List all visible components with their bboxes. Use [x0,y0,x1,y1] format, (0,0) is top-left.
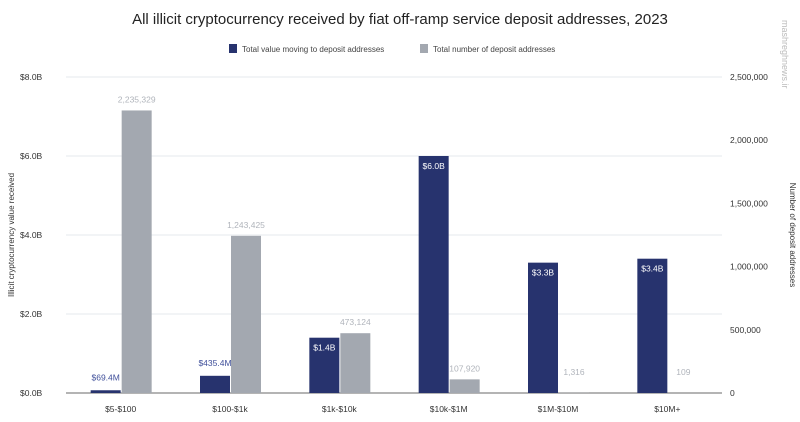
x-tick-label: $10M+ [654,404,680,414]
y-tick-label: $4.0B [20,230,43,240]
legend-label-count: Total number of deposit addresses [433,45,555,54]
data-label-value: $1.4B [313,343,336,353]
y-tick-label: $8.0B [20,72,43,82]
data-label-count: 107,920 [449,363,480,373]
bar-value [200,375,230,393]
bar-value [309,337,340,393]
y-tick-label: $2.0B [20,309,43,319]
y2-tick-label: 1,000,000 [730,262,768,272]
y2-tick-label: 0 [730,388,735,398]
bar-value [528,262,558,393]
x-tick-label: $1k-$10k [322,404,358,414]
data-label-value: $435.4M [198,358,231,368]
bar-value [90,390,121,393]
x-tick-label: $10k-$1M [430,404,468,414]
data-label-count: 1,316 [563,367,585,377]
legend-swatch-count [420,44,428,53]
y2-tick-label: 500,000 [730,325,761,335]
y-tick-label: $0.0B [20,388,43,398]
x-tick-label: $100-$1k [212,404,248,414]
data-label-value: $6.0B [423,161,446,171]
data-label-count: 1,243,425 [227,220,265,230]
bar-value [418,156,449,393]
y2-axis-label: Number of deposit addresses [788,183,797,288]
bar-value [637,258,668,393]
bar-count [231,235,261,393]
data-label-value: $69.4M [91,372,119,382]
chart-title: All illicit cryptocurrency received by f… [132,11,668,28]
x-tick-label: $5-$100 [105,404,136,414]
legend-label-value: Total value moving to deposit addresses [242,45,384,54]
data-label-count: 109 [676,367,690,377]
data-label-count: 473,124 [340,317,371,327]
y2-tick-label: 2,500,000 [730,72,768,82]
watermark: mashreghnews.ir [780,20,790,89]
y-axis-label: Illicit cryptocurrency value received [7,173,16,297]
x-tick-label: $1M-$10M [538,404,579,414]
data-label-value: $3.3B [532,268,555,278]
bar-count [121,110,152,394]
bar-count [340,333,371,393]
data-label-value: $3.4B [641,264,664,274]
data-label-count: 2,235,329 [118,94,156,104]
y-tick-label: $6.0B [20,151,43,161]
y2-tick-label: 2,000,000 [730,135,768,145]
bar-count [449,379,480,393]
legend: Total value moving to deposit addresses … [229,44,555,54]
legend-swatch-value [229,44,237,53]
y2-tick-label: 1,500,000 [730,198,768,208]
